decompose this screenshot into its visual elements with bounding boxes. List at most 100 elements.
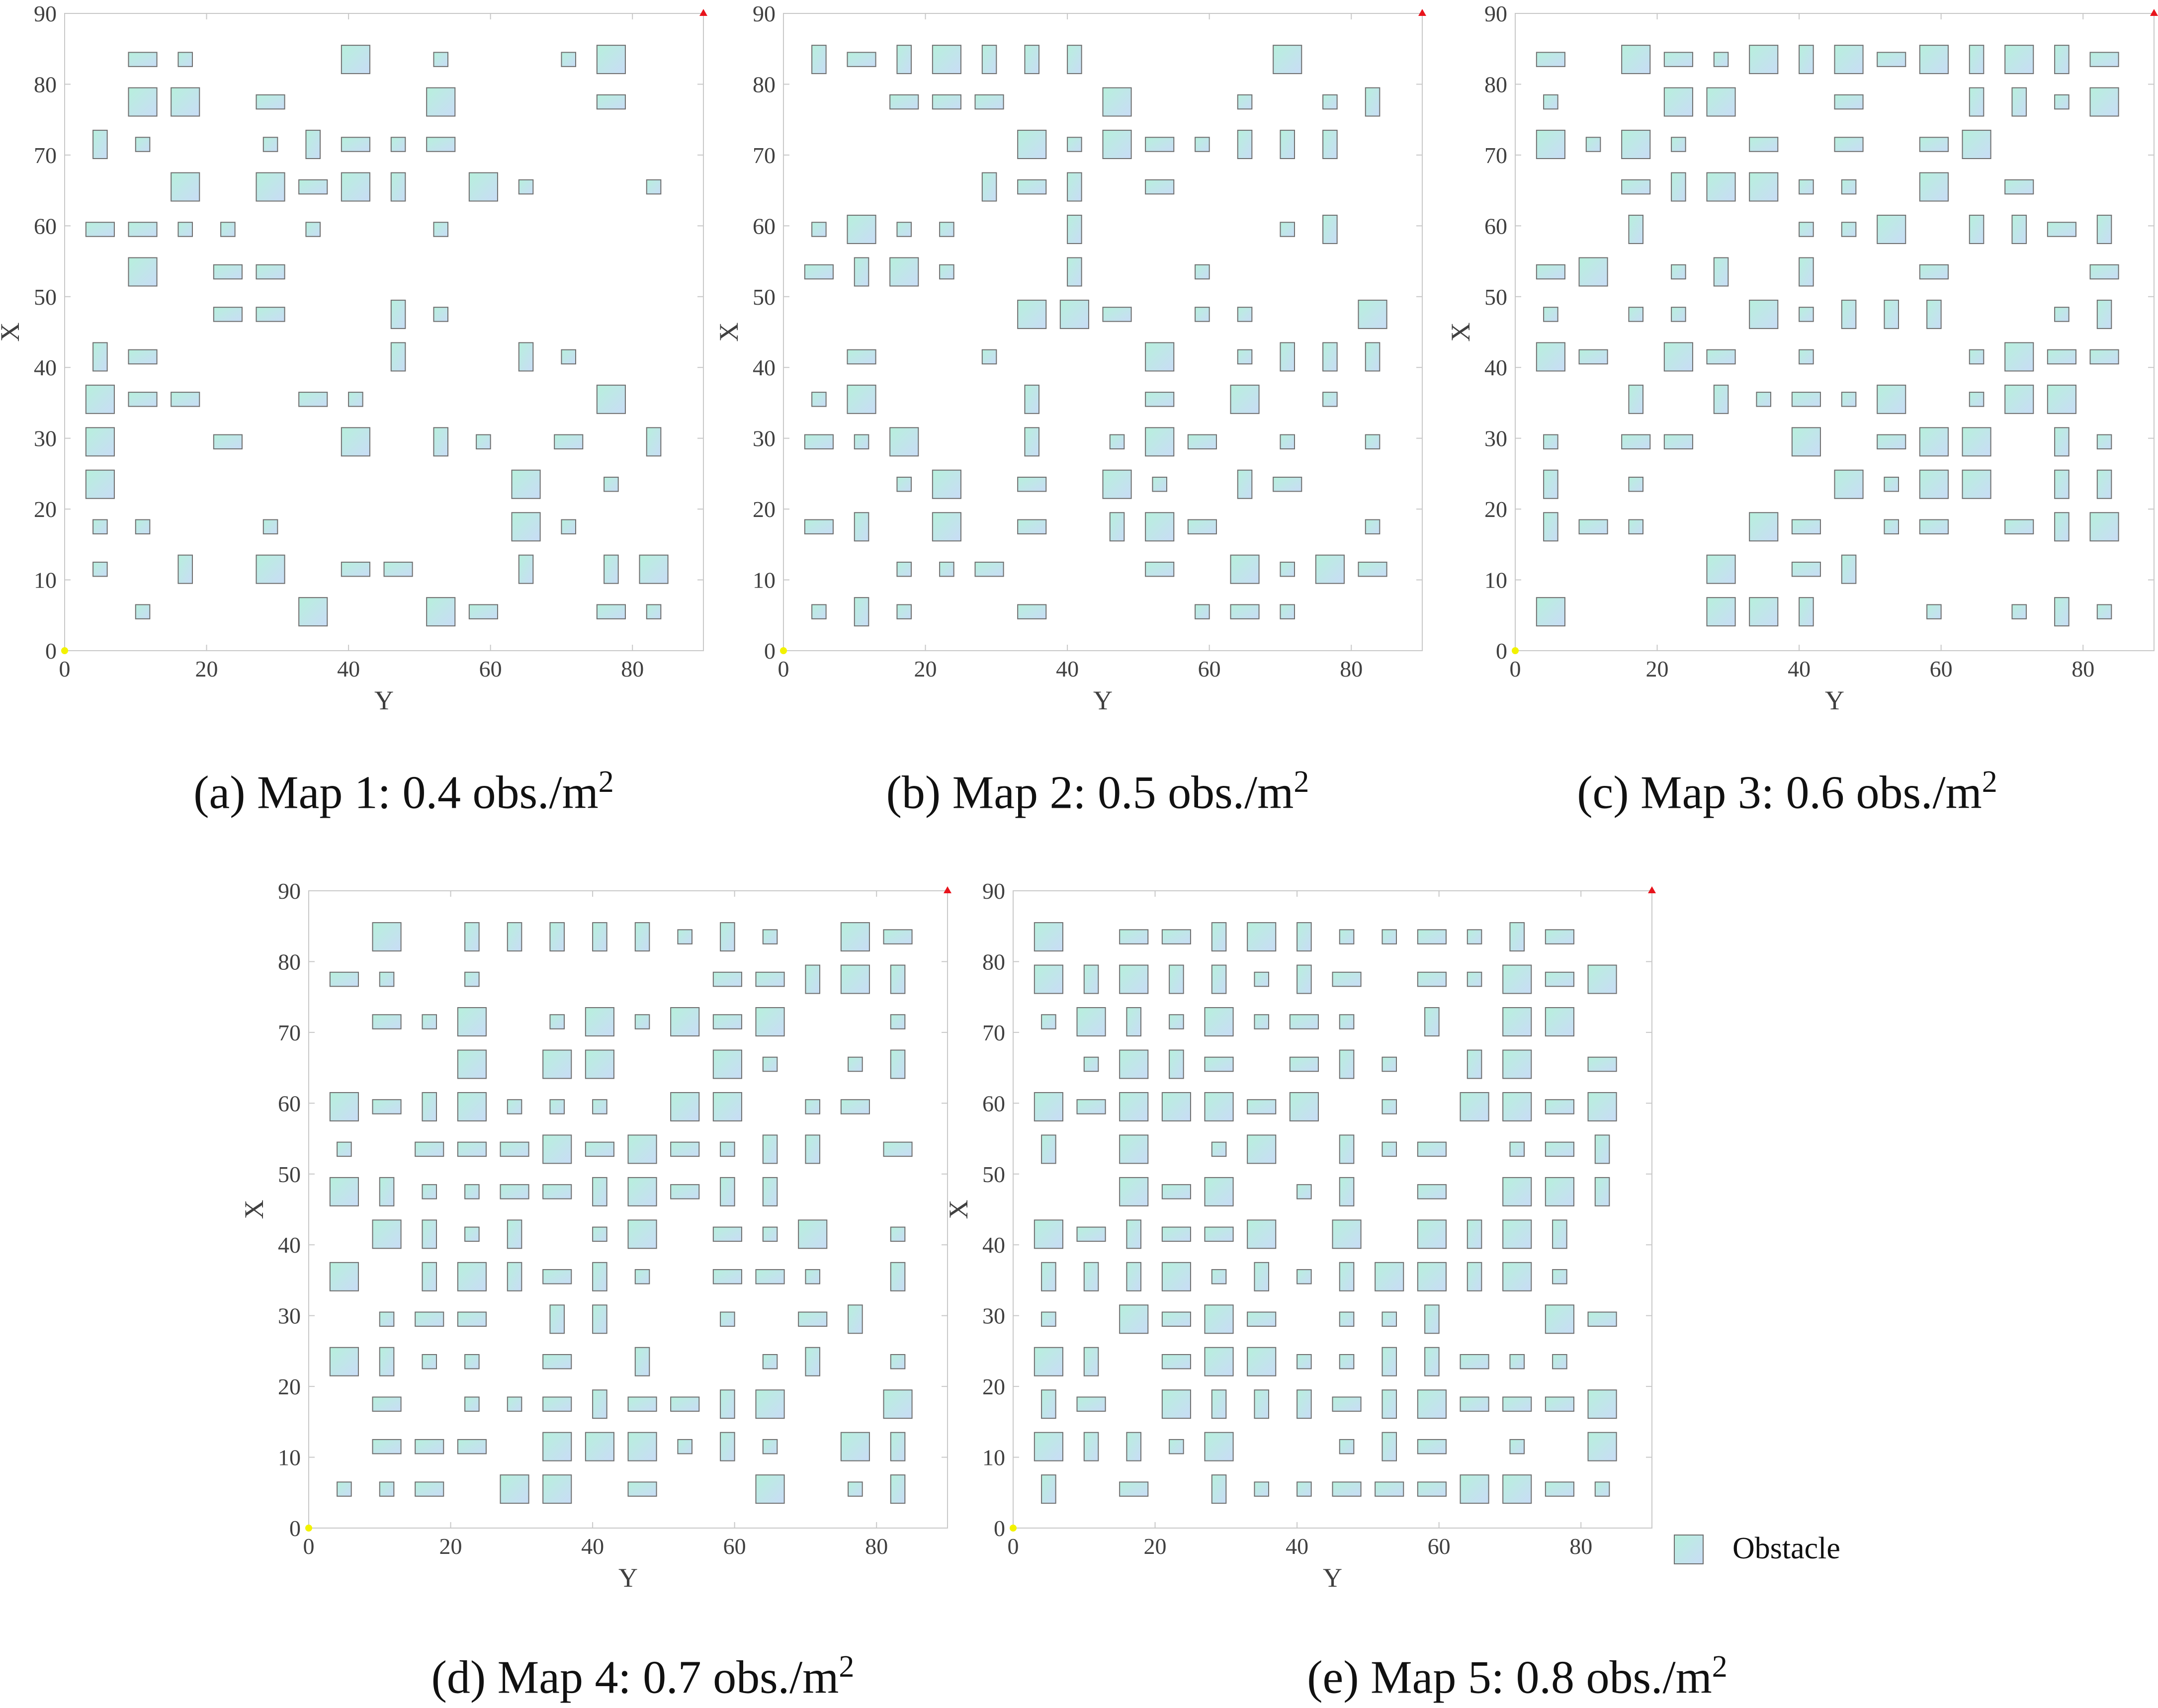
obstacle bbox=[1102, 307, 1132, 322]
obstacle bbox=[128, 222, 158, 237]
x-axis-label: Y bbox=[1093, 685, 1113, 715]
obstacle bbox=[1204, 1177, 1234, 1206]
obstacle bbox=[507, 1099, 522, 1114]
obstacle bbox=[457, 1439, 487, 1454]
obstacle bbox=[1381, 1347, 1397, 1376]
axes-box bbox=[783, 13, 1423, 651]
obstacle bbox=[542, 1269, 572, 1284]
obstacle bbox=[1460, 1474, 1489, 1504]
x-tick-label: 20 bbox=[914, 656, 937, 682]
obstacle bbox=[883, 1141, 913, 1157]
obstacle bbox=[1919, 172, 1949, 202]
y-tick-label: 0 bbox=[289, 1516, 301, 1541]
obstacle bbox=[1417, 929, 1447, 944]
obstacle bbox=[1109, 512, 1125, 542]
obstacle bbox=[1365, 519, 1381, 534]
obstacle bbox=[415, 1311, 444, 1327]
obstacle bbox=[847, 384, 876, 414]
y-tick-label: 20 bbox=[1484, 497, 1507, 522]
obstacle bbox=[1083, 964, 1099, 994]
obstacle bbox=[422, 1092, 437, 1121]
obstacle bbox=[1502, 1219, 1532, 1249]
x-tick-label: 20 bbox=[1646, 656, 1669, 682]
obstacle bbox=[1791, 427, 1821, 457]
obstacle bbox=[1211, 1474, 1227, 1504]
y-tick-label: 60 bbox=[753, 213, 776, 239]
obstacle bbox=[341, 427, 370, 457]
obstacle bbox=[639, 554, 669, 584]
obstacle bbox=[1195, 137, 1210, 152]
obstacle bbox=[1332, 1219, 1362, 1249]
obstacle bbox=[2047, 222, 2076, 237]
obstacle bbox=[1169, 964, 1184, 994]
map-plot-4: 0 20 40 60 80 0 10 20 30 40 50 60 70 80 90 Y X bbox=[239, 878, 951, 1593]
obstacle bbox=[1204, 1056, 1234, 1072]
obstacle bbox=[426, 137, 456, 152]
axes-box bbox=[308, 890, 948, 1529]
obstacle bbox=[974, 561, 1004, 577]
obstacle bbox=[712, 1014, 742, 1029]
obstacle bbox=[1502, 1007, 1532, 1037]
obstacle bbox=[1289, 1056, 1319, 1072]
obstacle bbox=[1706, 87, 1736, 117]
obstacle bbox=[1962, 427, 1991, 457]
y-tick-label: 10 bbox=[34, 568, 57, 593]
obstacle bbox=[805, 1269, 821, 1284]
obstacle bbox=[500, 1184, 529, 1199]
obstacle bbox=[1119, 964, 1149, 994]
y-tick-label: 60 bbox=[982, 1091, 1005, 1116]
target-marker bbox=[1648, 886, 1656, 893]
obstacle bbox=[1749, 512, 1779, 542]
obstacle bbox=[561, 349, 577, 365]
obstacle bbox=[329, 1347, 359, 1376]
obstacle bbox=[262, 137, 278, 152]
map-plot-3: 0 20 40 60 80 0 10 20 30 40 50 60 70 80 90 Y X bbox=[1446, 1, 2158, 715]
obstacle bbox=[1041, 1311, 1056, 1327]
obstacle bbox=[1247, 1219, 1277, 1249]
obstacle bbox=[1041, 1474, 1056, 1504]
obstacle bbox=[604, 554, 619, 584]
obstacle bbox=[1543, 94, 1558, 110]
obstacle bbox=[1161, 1311, 1191, 1327]
obstacle bbox=[1799, 307, 1814, 322]
obstacle bbox=[1543, 307, 1558, 322]
obstacle bbox=[542, 1396, 572, 1412]
obstacle bbox=[500, 1474, 529, 1504]
obstacle bbox=[1663, 434, 1693, 450]
x-tick-label: 40 bbox=[1056, 656, 1079, 682]
obstacle bbox=[135, 604, 151, 619]
obstacle bbox=[939, 561, 954, 577]
obstacle bbox=[811, 45, 827, 75]
obstacle bbox=[634, 1269, 650, 1284]
obstacle bbox=[2089, 52, 2119, 67]
obstacle bbox=[1706, 597, 1736, 627]
obstacle bbox=[1076, 1099, 1106, 1114]
obstacle bbox=[1230, 554, 1260, 584]
obstacle bbox=[177, 222, 193, 237]
y-tick-label: 80 bbox=[1484, 72, 1507, 97]
obstacle bbox=[1628, 307, 1643, 322]
obstacle bbox=[1230, 384, 1260, 414]
y-tick-label: 50 bbox=[982, 1162, 1005, 1187]
obstacle bbox=[1102, 469, 1132, 499]
obstacle bbox=[1749, 137, 1779, 152]
obstacle bbox=[256, 94, 285, 110]
obstacle bbox=[1280, 130, 1295, 160]
obstacle bbox=[798, 1311, 828, 1327]
obstacle bbox=[329, 1262, 359, 1291]
x-tick-label: 40 bbox=[1286, 1534, 1308, 1559]
obstacle bbox=[542, 1354, 572, 1369]
obstacle bbox=[755, 1269, 785, 1284]
obstacle bbox=[1119, 929, 1149, 944]
obstacle bbox=[634, 1014, 650, 1029]
obstacle bbox=[1536, 52, 1565, 67]
obstacle bbox=[1195, 264, 1210, 280]
y-tick-label: 80 bbox=[753, 72, 776, 97]
map-plot-2: 0 20 40 60 80 0 10 20 30 40 50 60 70 80 90 Y X bbox=[714, 1, 1426, 715]
obstacle bbox=[1375, 1481, 1404, 1497]
obstacle bbox=[390, 172, 406, 202]
obstacle bbox=[1059, 299, 1089, 329]
obstacle bbox=[932, 94, 961, 110]
obstacle bbox=[1545, 1007, 1574, 1037]
